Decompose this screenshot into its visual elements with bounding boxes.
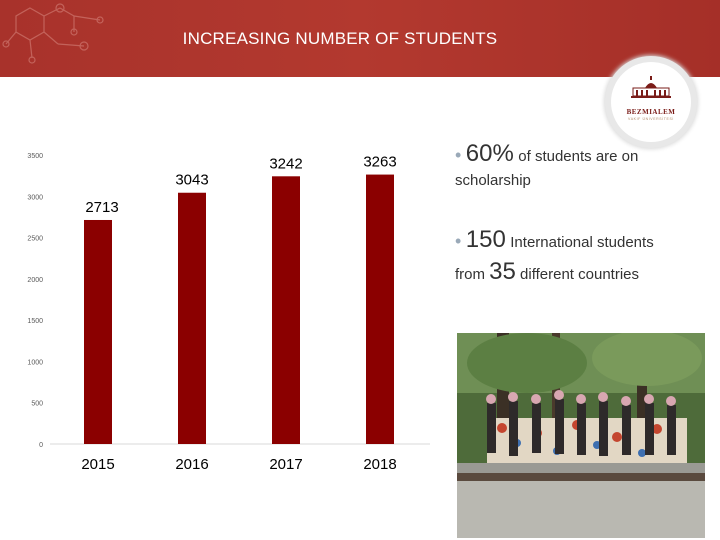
countries-count: 35 bbox=[489, 258, 516, 285]
data-label: 2713 bbox=[85, 199, 118, 216]
logo-subtext: VAKIF ÜNİVERSİTESİ bbox=[628, 117, 674, 121]
data-label: 3242 bbox=[269, 155, 302, 172]
logo-wordmark: BEZMIALEM bbox=[626, 108, 676, 116]
scholarship-text-line2: scholarship bbox=[455, 172, 531, 189]
countries-line: from 35 different countries bbox=[455, 258, 717, 286]
y-tick-label: 1500 bbox=[27, 318, 43, 325]
bullet-icon: • bbox=[455, 145, 462, 165]
y-tick-label: 1000 bbox=[27, 359, 43, 366]
bar-2016 bbox=[178, 192, 206, 444]
page-title: INCREASING NUMBER OF STUDENTS bbox=[182, 29, 498, 48]
data-label: 3043 bbox=[175, 172, 208, 189]
x-tick-label: 2018 bbox=[363, 456, 396, 473]
x-tick-label: 2015 bbox=[81, 456, 114, 473]
countries-text: different countries bbox=[520, 266, 640, 283]
international-count: 150 bbox=[465, 226, 506, 253]
y-tick-label: 500 bbox=[31, 401, 43, 408]
data-label: 3263 bbox=[363, 154, 396, 171]
y-tick-label: 0 bbox=[39, 442, 43, 449]
y-tick-label: 2000 bbox=[27, 277, 43, 284]
university-logo: BEZMIALEM VAKIF ÜNİVERSİTESİ bbox=[611, 62, 691, 142]
international-text: International students bbox=[510, 234, 654, 251]
students-group-photo bbox=[457, 333, 705, 538]
building-icon bbox=[631, 76, 671, 98]
y-tick-label: 3500 bbox=[27, 153, 43, 160]
from-word: from bbox=[455, 266, 485, 283]
international-fact: • 150 International students from 35 dif… bbox=[455, 226, 717, 286]
x-tick-label: 2017 bbox=[269, 456, 302, 473]
scholarship-percent: 60% bbox=[465, 140, 514, 167]
students-bar-chart: 0 500 1000 1500 2000 2500 3000 3500 2015 2016 201… bbox=[27, 153, 430, 473]
bullet-icon: • bbox=[455, 231, 462, 251]
x-tick-label: 2016 bbox=[175, 456, 208, 473]
y-tick-label: 2500 bbox=[27, 236, 43, 243]
bar-2018 bbox=[366, 174, 394, 444]
bar-2017 bbox=[272, 176, 300, 444]
scholarship-text: of students are on bbox=[518, 148, 639, 165]
bar-2015 bbox=[84, 219, 112, 444]
y-tick-label: 3000 bbox=[27, 194, 43, 201]
scholarship-fact: • 60% of students are on scholarship bbox=[455, 140, 717, 189]
header-band: INCREASING NUMBER OF STUDENTS bbox=[0, 0, 720, 77]
molecule-decoration-icon bbox=[2, 3, 104, 64]
